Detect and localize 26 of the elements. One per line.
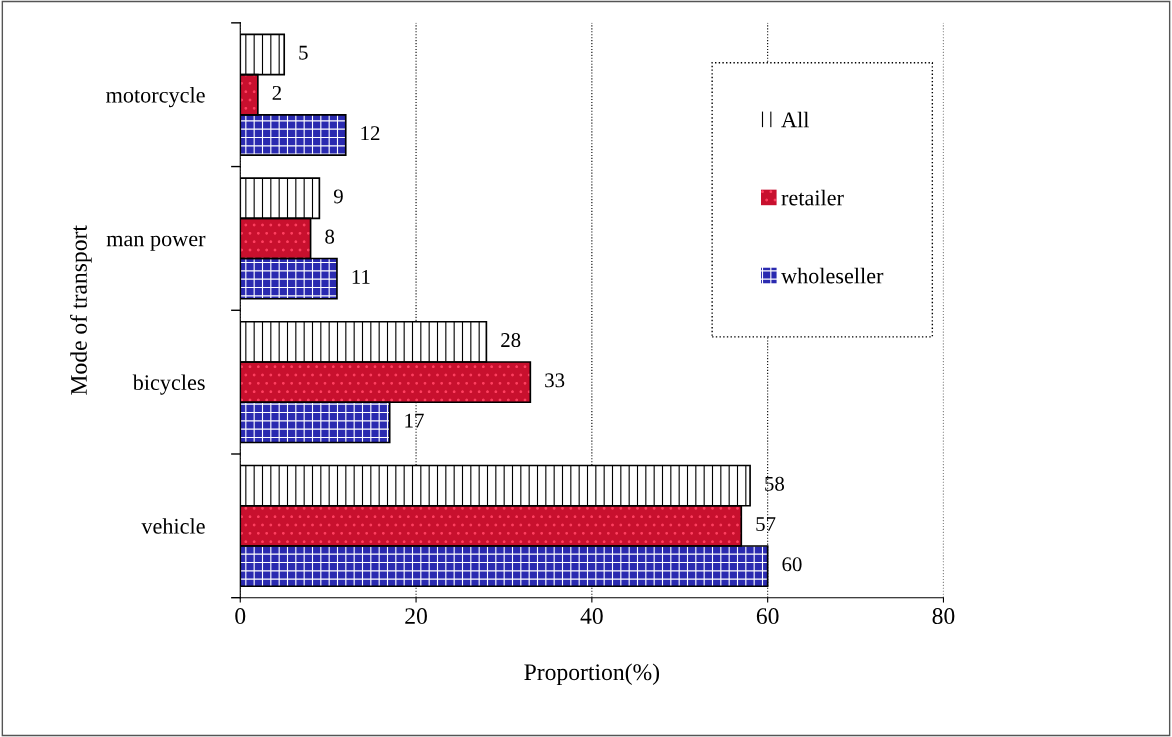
legend-label: wholeseller [781, 267, 884, 284]
data-label: 57 [756, 517, 776, 532]
data-label: 17 [405, 413, 424, 428]
data-label: 9 [333, 189, 343, 204]
y-axis-title: Mode of transport [70, 225, 92, 395]
y-tick-label: vehicle [141, 518, 205, 534]
data-label: 11 [352, 269, 370, 284]
data-label: 2 [272, 85, 281, 100]
data-label: 58 [765, 476, 785, 491]
x-tick-label: 0 [235, 608, 246, 625]
y-tick-label: motorcycle [106, 86, 205, 108]
data-label: 8 [325, 229, 335, 244]
y-tick-label: man power [106, 235, 206, 251]
x-axis-title: Proportion(%) [524, 663, 660, 685]
data-label: 5 [299, 45, 308, 60]
data-label: 60 [782, 557, 802, 572]
data-label: 33 [545, 373, 565, 388]
data-label: 12 [361, 126, 380, 140]
x-tick-label: 40 [580, 608, 603, 625]
data-label: 28 [501, 333, 521, 348]
legend-label: All [781, 111, 809, 128]
x-tick-label: 80 [932, 608, 955, 625]
x-tick-label: 20 [405, 608, 427, 625]
legend-label: retailer [781, 189, 844, 206]
y-tick-label: bicycles [132, 374, 205, 395]
x-tick-label: 60 [756, 608, 779, 625]
